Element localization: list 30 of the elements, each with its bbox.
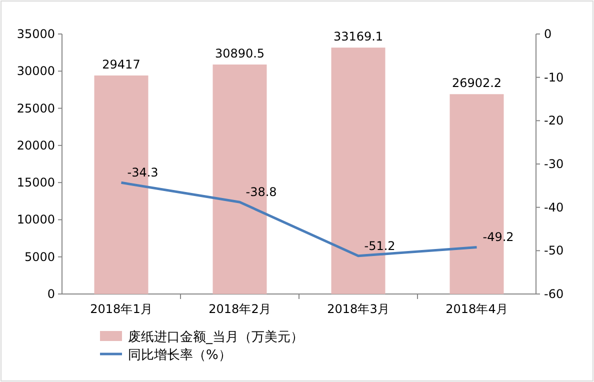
y-tick-label: 0 [47,287,55,301]
y-tick-label: 30000 [16,64,55,78]
legend-label: 废纸进口金额_当月（万美元） [128,329,304,345]
x-tick-label: 2018年3月 [327,302,390,316]
y2-tick-label: -40 [544,200,564,214]
data-label: -34.3 [127,166,158,180]
x-tick-label: 2018年2月 [208,302,271,316]
y-tick-label: 10000 [16,212,55,227]
data-label: 30890.5 [214,46,265,61]
y-tick-label: 35000 [16,27,55,41]
y2-tick-label: 0 [544,27,552,41]
y2-tick-label: -30 [544,157,564,171]
legend-label: 同比增长率（%） [128,347,232,363]
data-label: 29417 [102,57,140,72]
y2-tick-label: -60 [544,287,564,301]
y-tick-label: 25000 [16,101,55,116]
y2-tick-label: -10 [544,70,564,84]
y-tick-label: 5000 [24,250,55,264]
x-tick-label: 2018年1月 [90,302,152,316]
y2-tick-label: -50 [544,244,564,258]
line-series [120,181,478,258]
data-label: -38.8 [246,185,277,200]
y-tick-label: 20000 [16,138,55,152]
y2-tick-label: -20 [544,114,564,128]
y-tick-label: 15000 [16,176,55,190]
x-tick-label: 2018年4月 [446,302,508,316]
data-label: -49.2 [482,230,514,244]
data-label: -51.2 [364,238,396,253]
data-label: 33169.1 [333,30,384,44]
data-label: 26902.2 [452,76,502,90]
